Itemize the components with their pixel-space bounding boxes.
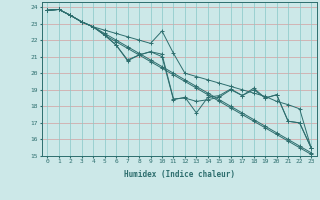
X-axis label: Humidex (Indice chaleur): Humidex (Indice chaleur) [124, 170, 235, 179]
